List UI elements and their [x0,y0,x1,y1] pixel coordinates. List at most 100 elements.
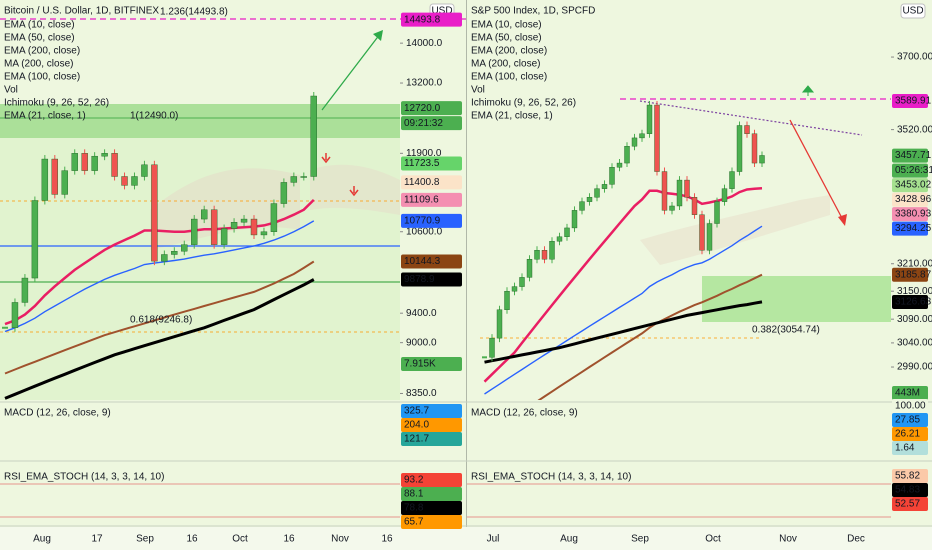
cloud [150,168,300,250]
rsi-title: RSI_EMA_STOCH (14, 3, 3, 14, 10) [4,472,164,483]
candle [646,104,653,134]
candle [200,209,208,220]
price-label-box [892,295,928,310]
candle [601,184,608,189]
x-tick-label: 17 [91,534,103,545]
rsi-label: 78.8 [404,503,424,514]
indicator-line [484,300,763,364]
legend-entry: EMA (100, close) [4,72,80,83]
volume-label-box [892,386,928,400]
indicator-line [4,278,315,400]
macd-label-box [892,413,928,427]
candle [721,188,728,202]
arrow [321,33,381,111]
candle [141,164,148,177]
price-label: 09:21:32 [404,118,443,129]
y-tick-label: 9000.0 [406,337,437,348]
legend-entry: MA (200, close) [471,59,540,70]
candle [171,250,178,255]
y-tick-label: 8350.0 [406,388,437,399]
price-label-box [401,12,462,27]
indicator-line [483,186,763,383]
candle [161,254,168,262]
cloud [640,195,830,265]
fib-label: 0.382(3054.74) [752,325,820,336]
legend-entry: EMA (50, close) [4,33,75,44]
price-label-box [401,156,462,171]
rsi-label-box [892,483,928,497]
candle [676,179,683,207]
zone [0,104,400,138]
y-tick-label: 9400.0 [406,308,437,319]
candle [230,222,238,229]
x-tick-label: Oct [705,534,721,545]
candle [310,95,317,177]
price-label-box [401,116,462,131]
candle [51,158,58,195]
macd-label-box [892,441,928,455]
candle [729,171,735,189]
arrow-head [373,30,383,41]
candle [751,133,758,164]
legend-entry: EMA (200, close) [471,46,547,57]
price-label: 12720.0 [404,103,441,114]
legend-entry: Ichimoku (9, 26, 52, 26) [471,98,576,109]
currency: USD [902,6,923,17]
price-label-box [401,175,462,190]
macd-title: MACD (12, 26, close, 9) [471,408,578,419]
price-label-box [892,163,928,178]
candle [101,153,108,157]
x-tick-label: Aug [33,534,51,545]
x-tick-label: Sep [136,534,154,545]
candle [11,302,19,328]
x-tick-label: 16 [381,534,393,545]
price-label: 3453.02 [895,180,932,191]
y-tick-label: 3210.00 [897,258,932,269]
macd-label-box [892,399,928,413]
candle [489,337,495,358]
legend-entry: Vol [4,85,18,96]
y-tick-label: 3040.00 [897,338,932,349]
candle [181,244,188,252]
candle [191,218,198,245]
legend-entry: MA (200, close) [4,59,73,70]
price-label: 10144.3 [404,256,441,267]
volume-label: 443M [895,388,920,399]
price-label-box [892,267,928,282]
candle [549,241,555,260]
candle [631,137,638,147]
macd-label: 26.21 [895,429,920,440]
candle [2,326,8,329]
price-label: 3126.63 [895,297,932,308]
candle [91,155,98,171]
macd-label: 121.7 [404,434,429,445]
candle [759,155,765,164]
fib-label: 0.618(9246.8) [130,315,192,326]
candle [564,227,570,237]
rsi-label: 54.83 [895,485,920,496]
macd-label: 204.0 [404,420,429,431]
price-label: 11400.8 [404,177,440,188]
rsi-title: RSI_EMA_STOCH (14, 3, 3, 14, 10) [471,472,631,483]
candle [669,205,675,211]
candle [81,153,88,171]
candle [541,250,548,260]
x-tick-label: Jul [487,534,500,545]
candle [624,146,630,164]
price-label-box [892,192,928,207]
indicator-line [4,220,315,333]
candle [151,164,158,262]
x-tick-label: Nov [331,534,349,545]
arrow [349,186,359,197]
price-label: 05:26:31 [895,165,932,176]
price-label: 3457.71 [895,150,932,161]
candle [121,176,128,186]
candle [519,277,525,287]
volume-label: 7.915K [404,359,436,370]
indicator-line [537,273,763,400]
candle [240,218,248,223]
macd-label: 27.85 [895,415,920,426]
x-tick-label: Dec [847,534,865,545]
macd-label-box [892,427,928,441]
candle [210,209,218,245]
